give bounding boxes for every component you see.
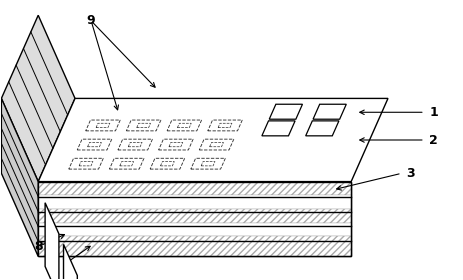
Polygon shape [313, 104, 346, 119]
Polygon shape [167, 120, 201, 131]
Polygon shape [38, 182, 351, 256]
Polygon shape [128, 143, 142, 147]
Polygon shape [1, 15, 75, 182]
Polygon shape [306, 121, 339, 136]
Polygon shape [38, 98, 388, 182]
Polygon shape [1, 98, 38, 256]
Polygon shape [159, 139, 193, 150]
Polygon shape [38, 236, 351, 256]
Text: 9: 9 [87, 14, 95, 27]
Polygon shape [69, 158, 103, 169]
Polygon shape [120, 162, 134, 166]
Polygon shape [38, 209, 351, 223]
Polygon shape [161, 162, 174, 166]
Text: 2: 2 [429, 134, 438, 146]
Text: 1: 1 [429, 106, 438, 119]
Polygon shape [208, 120, 242, 131]
Polygon shape [126, 120, 161, 131]
Polygon shape [96, 123, 110, 128]
Polygon shape [150, 158, 185, 169]
Polygon shape [77, 139, 112, 150]
Polygon shape [45, 203, 59, 280]
Text: 3: 3 [407, 167, 415, 180]
Polygon shape [169, 143, 183, 147]
Polygon shape [218, 123, 232, 128]
Polygon shape [201, 162, 215, 166]
Polygon shape [79, 162, 93, 166]
Polygon shape [38, 195, 351, 209]
Polygon shape [38, 223, 351, 236]
Polygon shape [109, 158, 144, 169]
Polygon shape [269, 104, 302, 119]
Text: 7: 7 [62, 257, 70, 270]
Polygon shape [210, 143, 224, 147]
Polygon shape [88, 143, 101, 147]
Polygon shape [191, 158, 225, 169]
Polygon shape [118, 139, 152, 150]
Polygon shape [177, 123, 191, 128]
Polygon shape [262, 121, 295, 136]
Polygon shape [137, 123, 150, 128]
Polygon shape [86, 120, 120, 131]
Polygon shape [38, 182, 351, 195]
Text: 8: 8 [34, 240, 43, 253]
Polygon shape [199, 139, 234, 150]
Polygon shape [63, 244, 77, 280]
